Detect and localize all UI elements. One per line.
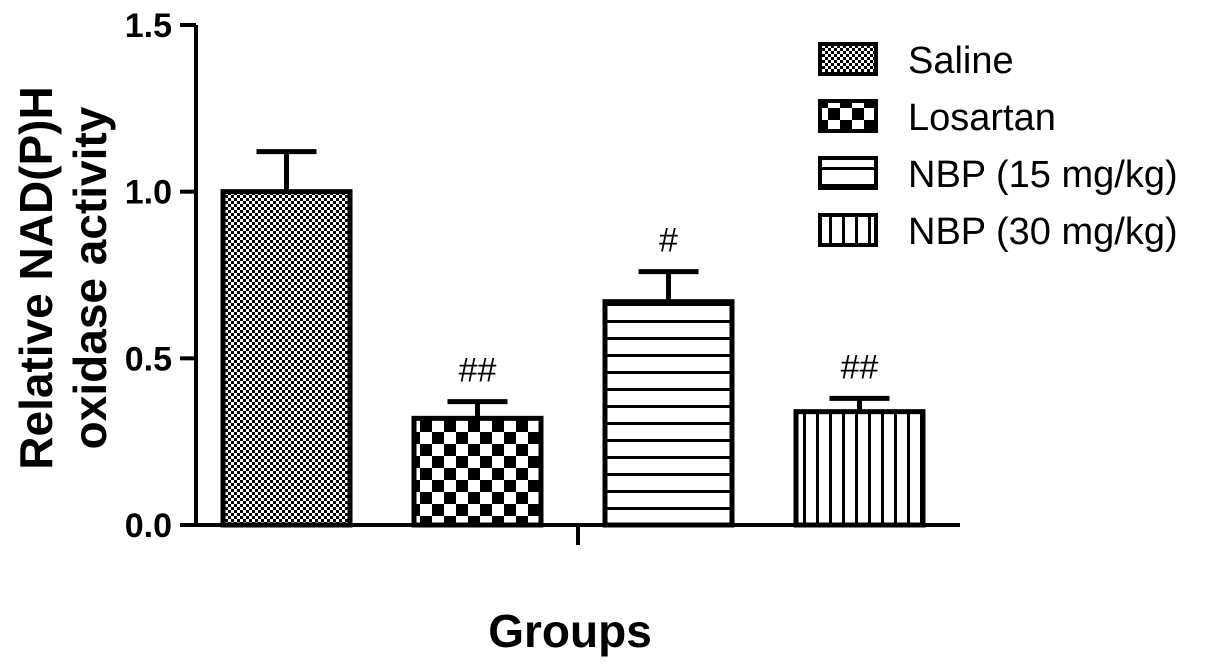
significance-label: ## bbox=[459, 352, 497, 390]
legend-swatch bbox=[818, 42, 878, 76]
y-axis-title-line-1: Relative NAD(P)H bbox=[10, 86, 62, 469]
legend-label: Saline bbox=[908, 40, 1014, 82]
error-bars bbox=[256, 149, 890, 419]
y-axis-title-line-2: oxidase activity bbox=[64, 106, 116, 449]
x-axis-title: Groups bbox=[488, 605, 652, 657]
bar-1 bbox=[220, 189, 353, 528]
legend: Saline Losartan NBP (15 mg/kg) NBP (30 mg/k… bbox=[818, 40, 1178, 253]
significance-annotations: ##### bbox=[459, 222, 879, 390]
y-tick-label: 1.0 bbox=[125, 174, 172, 212]
bar-3 bbox=[602, 299, 735, 528]
y-tick-label: 0.5 bbox=[125, 340, 172, 378]
legend-swatch bbox=[818, 99, 878, 133]
y-tick-label: 1.5 bbox=[125, 7, 172, 45]
legend-swatch bbox=[818, 213, 878, 247]
legend-swatch bbox=[818, 156, 878, 190]
significance-label: # bbox=[659, 222, 678, 260]
legend-label: NBP (30 mg/kg) bbox=[908, 211, 1178, 253]
legend-label: Losartan bbox=[908, 97, 1056, 139]
significance-label: ## bbox=[841, 348, 879, 386]
y-tick-label: 0.0 bbox=[125, 507, 172, 545]
bar-2 bbox=[411, 415, 544, 528]
legend-label: NBP (15 mg/kg) bbox=[908, 154, 1178, 196]
y-axis-title: Relative NAD(P)H oxidase activity bbox=[10, 86, 116, 469]
bar-4 bbox=[793, 409, 926, 528]
y-axis-ticks: 0.0 0.5 1.0 1.5 bbox=[125, 7, 196, 545]
bars bbox=[220, 189, 926, 528]
